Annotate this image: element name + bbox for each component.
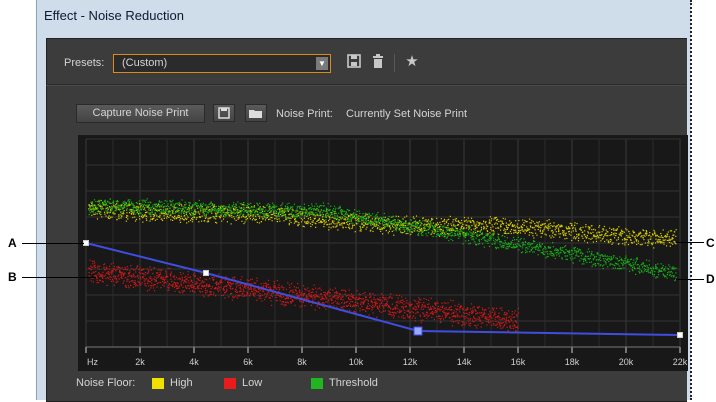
legend-title: Noise Floor:: [76, 377, 135, 389]
noise-graph-plot[interactable]: Hz 2k 4k 6k 8k 10k 12k 14k 16k 18k 20k 22k: [78, 135, 688, 371]
legend-swatch-threshold: [311, 378, 323, 389]
callout-b-leader: [22, 277, 96, 278]
x-tick-label: 18k: [565, 357, 580, 367]
curve-control-point: [414, 327, 422, 335]
x-tick-label: 10k: [349, 357, 364, 367]
x-tick-label: 2k: [135, 357, 145, 367]
save-noise-print-button[interactable]: [213, 104, 235, 122]
noise-print-label: Noise Print:: [276, 108, 333, 120]
save-preset-icon[interactable]: [345, 54, 363, 72]
presets-dropdown[interactable]: (Custom) ▼: [113, 54, 331, 73]
legend-label-low: Low: [242, 377, 262, 389]
legend-swatch-low: [224, 378, 236, 389]
capture-noise-print-button[interactable]: Capture Noise Print: [76, 104, 205, 123]
window-title: Effect - Noise Reduction: [44, 8, 184, 23]
open-folder-icon[interactable]: [245, 104, 267, 122]
callout-d: D: [706, 272, 715, 286]
curve-control-point: [204, 271, 209, 276]
legend-swatch-high: [152, 378, 164, 389]
chevron-down-icon[interactable]: ▼: [316, 57, 328, 70]
x-tick-label: 20k: [619, 357, 634, 367]
callout-c-leader: [676, 242, 704, 243]
noise-graph[interactable]: Hz 2k 4k 6k 8k 10k 12k 14k 16k 18k 20k 22k: [78, 135, 688, 371]
x-tick-label: 6k: [243, 357, 253, 367]
divider: [46, 84, 686, 86]
x-tick-label: 22k: [673, 357, 688, 367]
toolbar-separator: [394, 54, 395, 72]
star-icon[interactable]: ★: [403, 53, 421, 71]
callout-a: A: [8, 236, 17, 250]
noise-print-value: Currently Set Noise Print: [346, 108, 467, 120]
x-tick-label: 4k: [189, 357, 199, 367]
curve-control-point: [84, 241, 89, 246]
x-tick-label: 12k: [403, 357, 418, 367]
x-tick-label: 14k: [457, 357, 472, 367]
x-tick-label: 16k: [511, 357, 526, 367]
x-tick-label: Hz: [87, 357, 98, 367]
callout-b: B: [8, 270, 17, 284]
legend-label-threshold: Threshold: [329, 377, 378, 389]
window-edge: [690, 0, 692, 400]
trash-icon[interactable]: [369, 54, 387, 72]
legend-label-high: High: [170, 377, 193, 389]
presets-label: Presets:: [64, 57, 104, 69]
callout-c: C: [706, 236, 715, 250]
curve-control-point: [678, 333, 683, 338]
callout-d-leader: [676, 279, 704, 280]
callout-a-leader: [22, 243, 84, 244]
x-tick-label: 8k: [297, 357, 307, 367]
presets-value: (Custom): [122, 57, 167, 69]
